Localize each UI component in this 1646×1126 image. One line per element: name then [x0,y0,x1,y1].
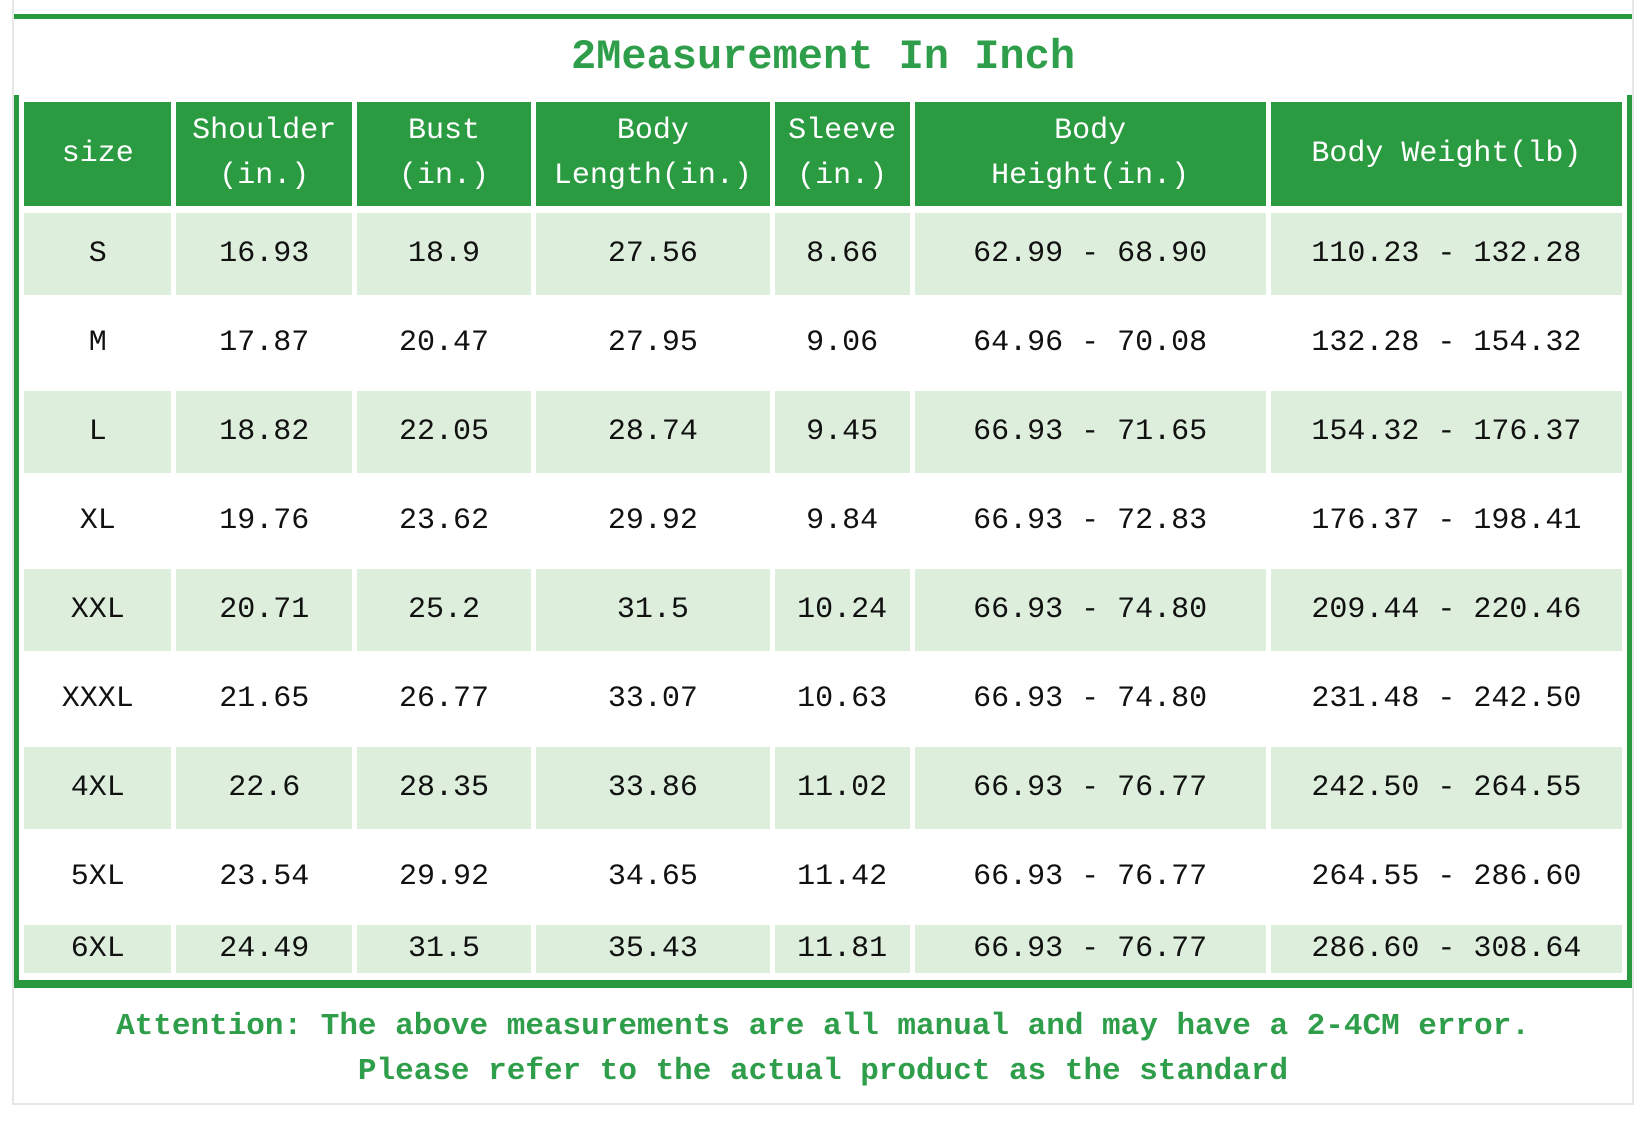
value-cell: 28.35 [357,747,532,829]
value-cell: 154.32 - 176.37 [1270,391,1622,473]
value-cell: 264.55 - 286.60 [1270,836,1622,918]
value-cell: 231.48 - 242.50 [1270,658,1622,740]
value-cell: 19.76 [176,480,352,562]
value-cell: 11.02 [774,747,910,829]
size-cell: XXXL [24,658,172,740]
value-cell: 18.82 [176,391,352,473]
value-cell: 10.24 [774,569,910,651]
value-cell: 11.42 [774,836,910,918]
size-cell: M [24,302,172,384]
size-cell: 6XL [24,925,172,973]
value-cell: 176.37 - 198.41 [1270,480,1622,562]
value-cell: 25.2 [357,569,532,651]
column-header-sleeve: Sleeve (in.) [774,102,910,206]
value-cell: 209.44 - 220.46 [1270,569,1622,651]
value-cell: 23.62 [357,480,532,562]
value-cell: 66.93 - 76.77 [914,925,1266,973]
value-cell: 66.93 - 74.80 [914,658,1266,740]
value-cell: 66.93 - 72.83 [914,480,1266,562]
value-cell: 24.49 [176,925,352,973]
value-cell: 8.66 [774,213,910,295]
column-header-bust: Bust (in.) [357,102,532,206]
value-cell: 27.95 [536,302,770,384]
table-row-m: M 17.87 20.47 27.95 9.06 64.96 - 70.08 132.28 … [24,302,1622,384]
value-cell: 20.71 [176,569,352,651]
value-cell: 26.77 [357,658,532,740]
size-cell: XL [24,480,172,562]
column-header-shoulder: Shoulder (in.) [176,102,352,206]
value-cell: 35.43 [536,925,770,973]
value-cell: 66.93 - 76.77 [914,836,1266,918]
value-cell: 9.45 [774,391,910,473]
top-divider [14,14,1632,19]
table-row-s: S 16.93 18.9 27.56 8.66 62.99 - 68.90 110.23 -… [24,213,1622,295]
size-cell: S [24,213,172,295]
table-row-5xl: 5XL 23.54 29.92 34.65 11.42 66.93 - 76.77 264.… [24,836,1622,918]
table-row-4xl: 4XL 22.6 28.35 33.86 11.02 66.93 - 76.77 242.5… [24,747,1622,829]
table-row-xl: XL 19.76 23.62 29.92 9.84 66.93 - 72.83 176.37… [24,480,1622,562]
value-cell: 29.92 [357,836,532,918]
value-cell: 62.99 - 68.90 [914,213,1266,295]
value-cell: 64.96 - 70.08 [914,302,1266,384]
value-cell: 22.6 [176,747,352,829]
size-chart-body: S 16.93 18.9 27.56 8.66 62.99 - 68.90 110.23 -… [24,213,1622,973]
value-cell: 22.05 [357,391,532,473]
size-cell: 5XL [24,836,172,918]
size-cell: XXL [24,569,172,651]
value-cell: 11.81 [774,925,910,973]
value-cell: 17.87 [176,302,352,384]
attention-line-2: Please refer to the actual product as th… [357,1054,1289,1089]
column-header-body-weight: Body Weight(lb) [1270,102,1622,206]
value-cell: 31.5 [357,925,532,973]
value-cell: 132.28 - 154.32 [1270,302,1622,384]
value-cell: 10.63 [774,658,910,740]
value-cell: 23.54 [176,836,352,918]
value-cell: 286.60 - 308.64 [1270,925,1622,973]
value-cell: 27.56 [536,213,770,295]
table-row-xxl: XXL 20.71 25.2 31.5 10.24 66.93 - 74.80 209.44… [24,569,1622,651]
value-cell: 66.93 - 74.80 [914,569,1266,651]
column-header-size: size [24,102,172,206]
value-cell: 16.93 [176,213,352,295]
value-cell: 18.9 [357,213,532,295]
attention-note: Attention: The above measurements are al… [14,988,1632,1094]
value-cell: 33.07 [536,658,770,740]
table-row-6xl: 6XL 24.49 31.5 35.43 11.81 66.93 - 76.77 286.6… [24,925,1622,973]
header-row: size Shoulder (in.) Bust (in.) Body Length(… [24,102,1622,206]
value-cell: 66.93 - 71.65 [914,391,1266,473]
attention-line-1: Attention: The above measurements are al… [116,1009,1530,1044]
value-cell: 66.93 - 76.77 [914,747,1266,829]
size-cell: L [24,391,172,473]
value-cell: 31.5 [536,569,770,651]
value-cell: 9.84 [774,480,910,562]
value-cell: 28.74 [536,391,770,473]
value-cell: 20.47 [357,302,532,384]
value-cell: 33.86 [536,747,770,829]
value-cell: 9.06 [774,302,910,384]
size-chart-table: size Shoulder (in.) Bust (in.) Body Length(… [19,95,1627,980]
value-cell: 242.50 - 264.55 [1270,747,1622,829]
value-cell: 110.23 - 132.28 [1270,213,1622,295]
column-header-body-height: Body Height(in.) [914,102,1266,206]
table-row-l: L 18.82 22.05 28.74 9.45 66.93 - 71.65 154.32 … [24,391,1622,473]
value-cell: 21.65 [176,658,352,740]
size-cell: 4XL [24,747,172,829]
size-chart-table-frame: size Shoulder (in.) Bust (in.) Body Length(… [14,95,1632,988]
page-title: 2Measurement In Inch [570,33,1076,81]
column-header-body-length: Body Length(in.) [536,102,770,206]
value-cell: 29.92 [536,480,770,562]
size-chart-sheet: 2Measurement In Inch size Shoulder (in.) B… [12,0,1634,1105]
value-cell: 34.65 [536,836,770,918]
table-row-xxxl: XXXL 21.65 26.77 33.07 10.63 66.93 - 74.80 231… [24,658,1622,740]
